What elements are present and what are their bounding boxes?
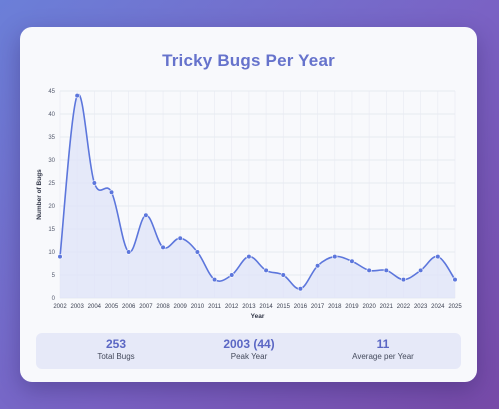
y-tick-label: 30	[48, 158, 55, 164]
data-point	[280, 272, 286, 278]
x-tick-label: 2006	[122, 304, 136, 310]
stat-label: Total Bugs	[97, 352, 135, 361]
data-point	[418, 267, 424, 273]
x-axis-label: Year	[251, 313, 265, 320]
x-tick-label: 2015	[277, 304, 291, 310]
data-point	[57, 254, 63, 260]
data-point	[177, 235, 183, 241]
stat-total-bugs: 253 Total Bugs	[56, 337, 176, 362]
y-ticks: 0 5 10 15 20 25 30 35 40 45	[48, 89, 55, 302]
data-points	[57, 92, 458, 292]
stat-label: Peak Year	[230, 352, 268, 361]
x-tick-label: 2025	[448, 304, 462, 310]
y-tick-label: 35	[48, 135, 55, 141]
data-point	[366, 267, 372, 273]
data-point	[74, 92, 80, 99]
stat-value: 2003 (44)	[223, 337, 275, 351]
data-point	[383, 267, 389, 273]
x-tick-label: 2010	[191, 304, 205, 310]
y-tick-label: 10	[48, 250, 55, 256]
data-point	[435, 254, 441, 260]
x-tick-label: 2018	[328, 304, 342, 310]
x-tick-label: 2007	[139, 304, 153, 310]
x-tick-label: 2002	[53, 304, 67, 310]
data-point	[349, 258, 355, 264]
x-tick-label: 2009	[174, 304, 188, 310]
data-point	[126, 249, 132, 255]
x-tick-label: 2004	[88, 304, 102, 310]
x-tick-label: 2021	[380, 304, 394, 310]
x-tick-label: 2014	[259, 304, 273, 310]
data-point	[315, 263, 321, 269]
y-tick-label: 25	[48, 181, 55, 187]
stat-label: Average per Year	[352, 352, 414, 361]
data-point	[91, 180, 97, 186]
y-tick-label: 15	[48, 227, 55, 233]
data-point	[229, 272, 235, 278]
data-point	[332, 254, 338, 260]
x-tick-label: 2012	[225, 304, 239, 310]
y-tick-label: 40	[48, 112, 55, 118]
data-point	[194, 249, 200, 255]
data-point	[108, 189, 115, 195]
stat-value: 11	[376, 337, 390, 351]
x-tick-label: 2020	[362, 304, 376, 310]
x-tick-label: 2017	[311, 304, 325, 310]
y-tick-label: 45	[48, 89, 55, 95]
y-axis-label: Number of Bugs	[36, 169, 43, 220]
stat-value: 253	[105, 337, 127, 351]
data-point	[160, 244, 166, 250]
x-tick-label: 2016	[294, 304, 308, 310]
x-ticks: 2002 2003 2004 2005 2006 2007 2008 2009 2010 2011…	[53, 304, 462, 310]
data-point	[143, 212, 149, 218]
y-tick-label: 20	[48, 204, 55, 210]
chart-card: Tricky Bugs Per Year 0 5 10 15 20 25 30 35 40 45 …	[20, 27, 477, 382]
x-tick-label: 2005	[105, 304, 119, 310]
x-tick-label: 2008	[156, 304, 170, 310]
data-point	[246, 254, 252, 260]
stat-average-per-year: 11 Average per Year	[323, 337, 443, 362]
y-tick-label: 0	[52, 296, 56, 302]
chart-title: Tricky Bugs Per Year	[162, 51, 335, 70]
data-point	[263, 267, 269, 273]
data-point	[452, 277, 458, 283]
stats-panel: 253 Total Bugs 2003 (44) Peak Year 11 Av…	[36, 333, 461, 369]
data-point	[297, 286, 304, 292]
data-point	[400, 277, 407, 283]
x-tick-label: 2019	[345, 304, 359, 310]
data-point	[211, 277, 218, 283]
x-tick-label: 2003	[70, 304, 84, 310]
series-area	[60, 94, 455, 299]
x-tick-label: 2024	[431, 304, 445, 310]
stat-peak-year: 2003 (44) Peak Year	[189, 337, 309, 362]
x-tick-label: 2011	[208, 304, 222, 310]
x-tick-label: 2013	[242, 304, 256, 310]
y-tick-label: 5	[52, 273, 56, 279]
x-tick-label: 2023	[414, 304, 428, 310]
x-tick-label: 2022	[397, 304, 411, 310]
